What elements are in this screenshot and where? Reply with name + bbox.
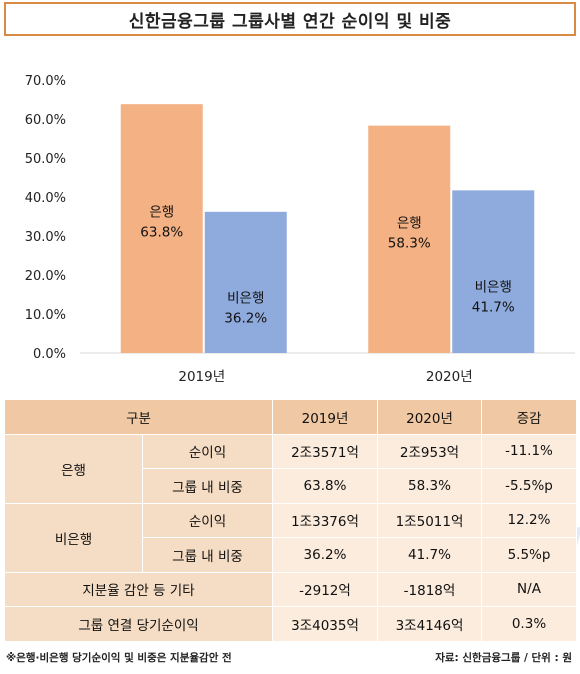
x-tick-label: 2019년 [178, 369, 225, 385]
table-row: 그룹 내 비중 36.2% 41.7% 5.5%p [5, 537, 577, 573]
data-label-value: 63.8% [140, 225, 183, 241]
table-row: 비은행 순이익 1조3376억 1조5011억 12.2% [4, 502, 577, 573]
cell-change: -11.1% [481, 433, 577, 469]
cell-2020: 2조953억 [377, 433, 482, 469]
data-label-value: 41.7% [472, 300, 515, 316]
y-tick-label: 50.0% [25, 152, 66, 167]
row-label: 그룹 내 비중 [142, 537, 273, 573]
cell-change: 5.5%p [481, 537, 577, 573]
chart-area: 0.0% 10.0% 20.0% 30.0% 40.0% 50.0% 60.0% 70.0% 은… [0, 40, 580, 395]
data-label-value: 58.3% [388, 235, 431, 251]
row-group-bank: 은행 [4, 433, 143, 504]
row-group-nonbank: 비은행 [4, 502, 143, 573]
cell-2019: -2912억 [272, 571, 378, 607]
cell-change: 0.3% [481, 606, 577, 642]
y-tick-label: 10.0% [25, 308, 66, 323]
table-header-row: 구분 2019년 2020년 증감 [4, 399, 577, 435]
row-label: 순이익 [142, 433, 273, 469]
bar-bank-0 [120, 104, 203, 354]
cell-2020: 41.7% [377, 537, 482, 573]
header-change: 증감 [481, 399, 577, 435]
table-row: 은행 순이익 2조3571억 2조953억 -11.1% [4, 433, 577, 504]
cell-change: N/A [481, 571, 577, 607]
cell-2019: 3조4035억 [272, 606, 378, 642]
cell-2020: -1818억 [377, 571, 482, 607]
footnote: ※은행·비은행 당기순이익 및 비중은 지분율감안 전 [6, 652, 232, 664]
cell-change: 12.2% [481, 502, 577, 538]
row-label: 그룹 연결 당기순이익 [4, 606, 273, 642]
data-label-series: 은행 [149, 205, 174, 221]
source-note: 자료: 신한금융그룹 / 단위 : 원 [435, 652, 572, 664]
cell-2020: 3조4146억 [377, 606, 482, 642]
chart-title: 신한금융그룹 그룹사별 연간 순이익 및 비중 [128, 11, 452, 32]
data-label-series: 비은행 [227, 290, 264, 306]
table-row: 그룹 내 비중 63.8% 58.3% -5.5%p [5, 468, 577, 504]
header-2020: 2020년 [377, 399, 482, 435]
cell-2019: 63.8% [272, 468, 378, 504]
data-label-series: 비은행 [475, 280, 512, 296]
row-label: 지분율 감안 등 기타 [4, 571, 273, 607]
bar-nonbank-1 [452, 190, 535, 353]
data-table: 구분 2019년 2020년 증감 은행 순이익 2조3571억 2조953억 … [4, 399, 577, 642]
table-row: 지분율 감안 등 기타 -2912억 -1818억 N/A [4, 571, 577, 607]
y-tick-label: 60.0% [25, 113, 66, 128]
y-tick-label: 70.0% [25, 74, 66, 89]
cell-2020: 1조5011억 [377, 502, 482, 538]
data-label-value: 36.2% [224, 310, 267, 326]
title-bar: 신한금융그룹 그룹사별 연간 순이익 및 비중 [4, 2, 576, 36]
cell-2019: 36.2% [272, 537, 378, 573]
header-2019: 2019년 [272, 399, 378, 435]
data-label-series: 은행 [397, 215, 422, 231]
bar-chart: 0.0% 10.0% 20.0% 30.0% 40.0% 50.0% 60.0% 70.0% 은… [25, 74, 575, 385]
row-label: 순이익 [142, 502, 273, 538]
y-tick-label: 30.0% [25, 230, 66, 245]
bar-nonbank-0 [204, 211, 287, 353]
y-tick-label: 40.0% [25, 191, 66, 206]
row-label: 그룹 내 비중 [142, 468, 273, 504]
y-tick-label: 20.0% [25, 269, 66, 284]
cell-2019: 2조3571억 [272, 433, 378, 469]
cell-2020: 58.3% [377, 468, 482, 504]
cell-change: -5.5%p [481, 468, 577, 504]
table-row: 그룹 연결 당기순이익 3조4035억 3조4146억 0.3% [4, 606, 577, 642]
x-tick-label: 2020년 [426, 369, 473, 385]
header-category: 구분 [4, 399, 273, 435]
cell-2019: 1조3376억 [272, 502, 378, 538]
bar-bank-1 [368, 125, 451, 353]
y-tick-label: 0.0% [33, 347, 66, 362]
